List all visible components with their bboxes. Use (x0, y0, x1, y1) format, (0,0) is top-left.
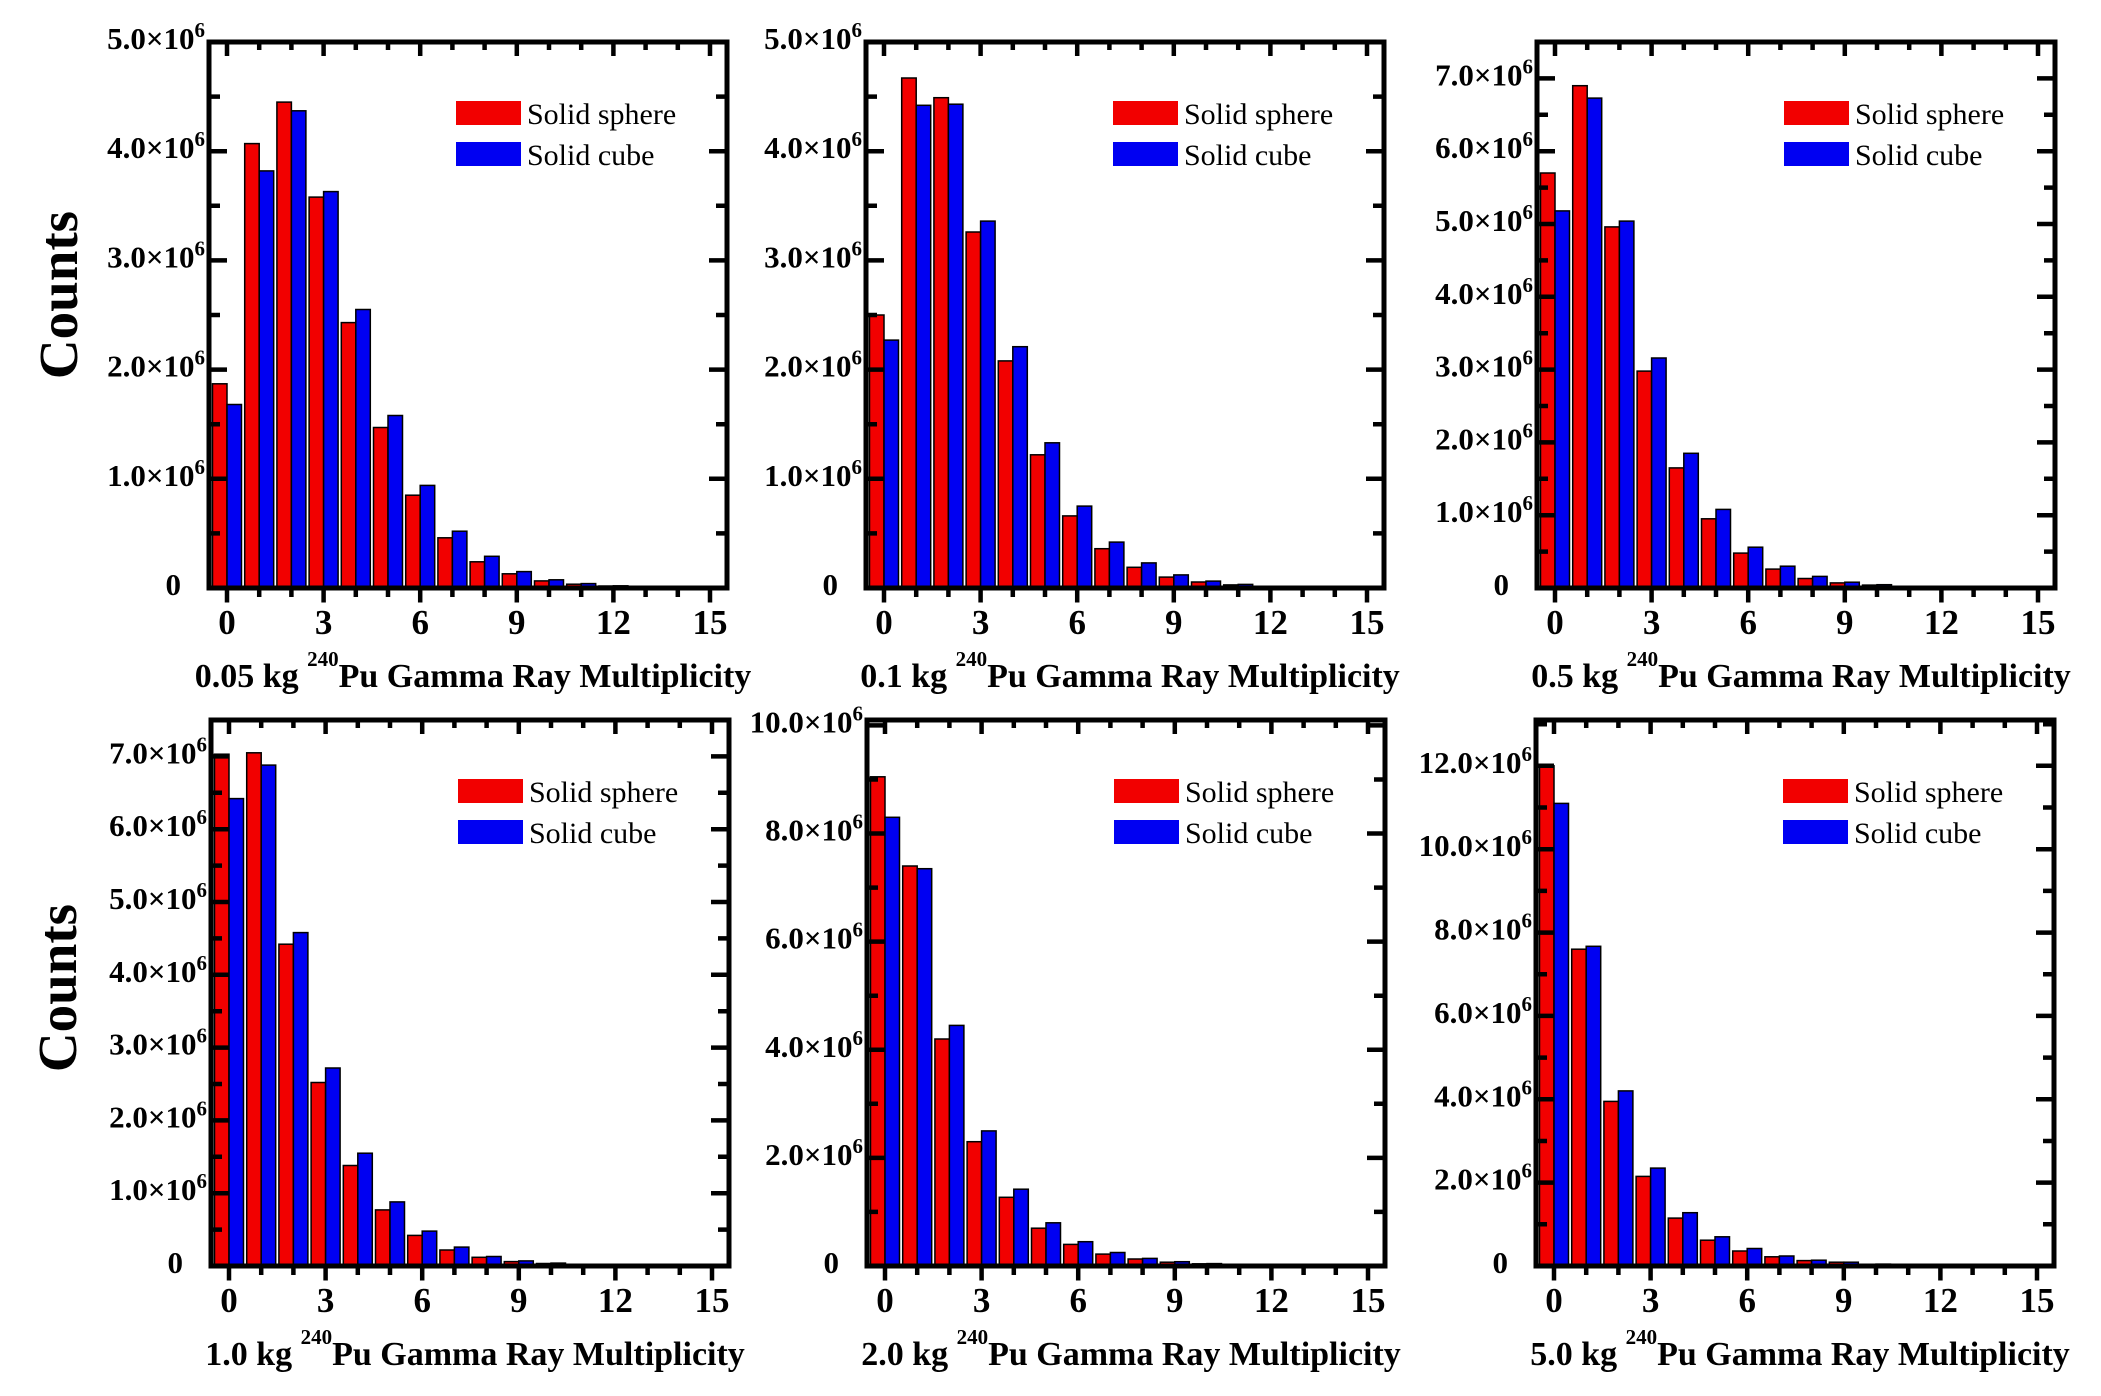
svg-text:2.0×106: 2.0×106 (109, 1096, 207, 1134)
svg-text:10.0×106: 10.0×106 (750, 701, 863, 739)
svg-text:10.0×106: 10.0×106 (1419, 825, 1532, 863)
svg-text:9: 9 (510, 1281, 528, 1320)
svg-text:Solid sphere: Solid sphere (529, 776, 678, 809)
svg-text:3: 3 (1643, 603, 1661, 642)
svg-text:2.0×106: 2.0×106 (107, 346, 205, 384)
svg-text:12: 12 (1923, 1281, 1958, 1320)
svg-text:3.0×106: 3.0×106 (109, 1024, 207, 1062)
svg-text:1.0×106: 1.0×106 (764, 455, 862, 493)
svg-text:6: 6 (411, 603, 429, 642)
svg-text:15: 15 (693, 603, 728, 642)
svg-text:6: 6 (1068, 603, 1086, 642)
svg-text:2.0×106: 2.0×106 (1435, 418, 1533, 456)
svg-text:4.0×106: 4.0×106 (1435, 273, 1533, 311)
svg-text:Solid sphere: Solid sphere (1855, 98, 2004, 131)
svg-text:4.0×106: 4.0×106 (107, 127, 205, 165)
svg-text:9: 9 (508, 603, 526, 642)
svg-text:5.0×106: 5.0×106 (107, 18, 205, 56)
svg-text:5.0×106: 5.0×106 (1435, 200, 1533, 238)
svg-text:2.0×106: 2.0×106 (765, 1134, 863, 1172)
svg-text:4.0×106: 4.0×106 (764, 127, 862, 165)
svg-text:4.0×106: 4.0×106 (1434, 1075, 1532, 1113)
svg-text:Solid cube: Solid cube (529, 817, 657, 850)
svg-text:0: 0 (1545, 1281, 1563, 1320)
svg-text:8.0×106: 8.0×106 (1434, 909, 1532, 947)
svg-text:0: 0 (168, 1245, 184, 1280)
svg-text:3: 3 (317, 1281, 335, 1320)
svg-text:4.0×106: 4.0×106 (765, 1026, 863, 1064)
svg-text:12: 12 (1253, 603, 1288, 642)
svg-text:9: 9 (1836, 603, 1854, 642)
svg-text:12: 12 (598, 1281, 633, 1320)
svg-text:12: 12 (596, 603, 631, 642)
svg-text:3: 3 (973, 1281, 991, 1320)
svg-text:Solid cube: Solid cube (1854, 817, 1982, 850)
svg-text:Solid cube: Solid cube (1185, 817, 1313, 850)
svg-text:0: 0 (220, 1281, 238, 1320)
svg-text:1.0×106: 1.0×106 (109, 1169, 207, 1207)
svg-text:5.0×106: 5.0×106 (764, 18, 862, 56)
svg-text:6: 6 (1738, 1281, 1756, 1320)
svg-text:6.0×106: 6.0×106 (1434, 992, 1532, 1030)
svg-text:12: 12 (1924, 603, 1959, 642)
svg-text:3: 3 (1642, 1281, 1660, 1320)
svg-text:0: 0 (218, 603, 236, 642)
svg-text:3: 3 (972, 603, 990, 642)
svg-text:15: 15 (2020, 1281, 2055, 1320)
svg-text:Solid sphere: Solid sphere (1185, 776, 1334, 809)
svg-text:6.0×106: 6.0×106 (109, 805, 207, 843)
svg-text:2.0×106: 2.0×106 (1434, 1159, 1532, 1197)
svg-text:3.0×106: 3.0×106 (107, 236, 205, 274)
svg-text:9: 9 (1166, 1281, 1184, 1320)
svg-text:7.0×106: 7.0×106 (109, 732, 207, 770)
svg-text:6: 6 (413, 1281, 431, 1320)
svg-text:0: 0 (823, 567, 839, 602)
svg-text:15: 15 (2021, 603, 2056, 642)
svg-text:Counts: Counts (27, 904, 88, 1072)
svg-text:Counts: Counts (28, 211, 89, 379)
svg-text:1.0×106: 1.0×106 (1435, 491, 1533, 529)
svg-text:12.0×106: 12.0×106 (1419, 742, 1532, 780)
svg-text:0: 0 (875, 603, 893, 642)
svg-text:Solid cube: Solid cube (1855, 139, 1983, 172)
svg-text:5.0×106: 5.0×106 (109, 878, 207, 916)
svg-text:4.0×106: 4.0×106 (109, 951, 207, 989)
svg-text:Solid sphere: Solid sphere (527, 98, 676, 131)
svg-text:0: 0 (824, 1245, 840, 1280)
svg-text:7.0×106: 7.0×106 (1435, 54, 1533, 92)
svg-text:1.0×106: 1.0×106 (107, 455, 205, 493)
svg-text:Solid sphere: Solid sphere (1854, 776, 2003, 809)
svg-text:6: 6 (1739, 603, 1757, 642)
svg-text:Solid cube: Solid cube (527, 139, 655, 172)
svg-text:0: 0 (1494, 567, 1510, 602)
svg-text:3: 3 (315, 603, 333, 642)
svg-text:Solid sphere: Solid sphere (1184, 98, 1333, 131)
svg-text:Solid cube: Solid cube (1184, 139, 1312, 172)
svg-text:15: 15 (1351, 1281, 1386, 1320)
svg-text:15: 15 (1350, 603, 1385, 642)
svg-text:9: 9 (1165, 603, 1183, 642)
svg-text:2.0×106: 2.0×106 (764, 346, 862, 384)
svg-text:0: 0 (166, 567, 182, 602)
svg-text:0: 0 (876, 1281, 894, 1320)
svg-text:6.0×106: 6.0×106 (765, 918, 863, 956)
svg-text:15: 15 (695, 1281, 730, 1320)
svg-text:6: 6 (1069, 1281, 1087, 1320)
svg-text:8.0×106: 8.0×106 (765, 810, 863, 848)
svg-text:0: 0 (1546, 603, 1564, 642)
svg-text:12: 12 (1254, 1281, 1289, 1320)
svg-text:9: 9 (1835, 1281, 1853, 1320)
svg-text:3.0×106: 3.0×106 (764, 236, 862, 274)
svg-text:6.0×106: 6.0×106 (1435, 127, 1533, 165)
svg-text:0: 0 (1493, 1245, 1509, 1280)
svg-text:3.0×106: 3.0×106 (1435, 346, 1533, 384)
